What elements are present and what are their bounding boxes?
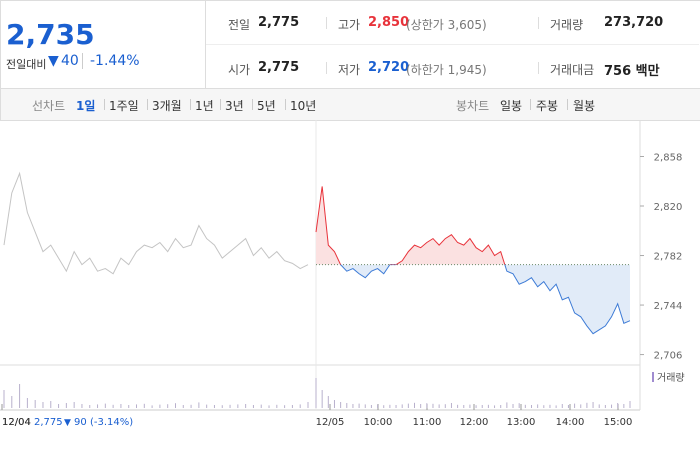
stat-note: (하한가 1,945) (406, 63, 487, 77)
divider (538, 62, 539, 74)
footer-date: 12/04 (2, 417, 31, 428)
price-area-up (316, 186, 630, 265)
divider (220, 99, 221, 110)
tab-bar (0, 88, 700, 121)
x-tick-label: 14:00 (556, 417, 585, 428)
divider (285, 99, 286, 110)
tab[interactable]: 월봉 (573, 99, 596, 113)
tab[interactable]: 1주일 (109, 99, 139, 113)
y-tick-label: 2,820 (654, 202, 683, 213)
footer-arrow: ▼ (64, 418, 71, 428)
divider (326, 62, 327, 74)
x-tick-label: 10:00 (364, 417, 393, 428)
footer-close: 2,775 (34, 417, 63, 428)
tab-label[interactable]: 봉차트 (456, 99, 490, 113)
change-pct: -1.44% (90, 53, 140, 69)
price: 2,735 (6, 18, 95, 51)
divider (147, 99, 148, 110)
change: 40 (61, 53, 79, 69)
stat-value: 2,775 (258, 15, 300, 30)
price-area-down (340, 264, 630, 334)
x-tick-label: 12/04 (2, 417, 31, 428)
change-arrow: ▼ (48, 53, 59, 69)
divider (567, 99, 568, 110)
stat-value: 2,775 (258, 60, 300, 75)
stat-note: (상한가 3,605) (406, 18, 487, 32)
price-line-up (315, 186, 506, 265)
stat-label: 고가 (338, 18, 361, 32)
tab[interactable]: 5년 (257, 99, 276, 113)
tab[interactable]: 1일 (76, 99, 96, 113)
stat-value: 2,850 (368, 15, 410, 30)
footer-change: 90 (74, 417, 87, 428)
divider (538, 17, 539, 29)
tab-label[interactable]: 선차트 (32, 99, 66, 113)
divider (190, 99, 191, 110)
stat-value: 273,720 (604, 15, 664, 30)
tab[interactable]: 주봉 (536, 99, 559, 113)
x-tick-label: 12:00 (460, 417, 489, 428)
tab[interactable]: 일봉 (500, 99, 523, 113)
divider (205, 0, 206, 88)
volume-legend-swatch (652, 372, 654, 382)
price-line (3, 171, 309, 275)
price-line-down (340, 264, 631, 335)
divider (104, 99, 105, 110)
change-label: 전일대비 (6, 58, 47, 71)
stat-value: 2,720 (368, 60, 410, 75)
divider (530, 99, 531, 110)
x-tick-label: 15:00 (604, 417, 633, 428)
stat-label: 저가 (338, 63, 361, 77)
tab[interactable]: 1년 (195, 99, 214, 113)
y-tick-label: 2,744 (654, 301, 683, 312)
tab[interactable]: 3년 (225, 99, 244, 113)
header (0, 0, 700, 89)
divider (326, 17, 327, 29)
stat-label: 거래대금 (550, 63, 595, 77)
stat-value: 756 백만 (604, 64, 660, 79)
stat-label: 전일 (228, 18, 251, 32)
stat-label: 거래량 (550, 18, 584, 32)
volume-legend: 거래량 (657, 372, 685, 384)
divider (252, 99, 253, 110)
x-tick-label: 13:00 (507, 417, 536, 428)
x-tick-label: 11:00 (413, 417, 442, 428)
divider (82, 53, 83, 69)
footer-pct: (-3.14%) (90, 417, 133, 428)
stat-label: 시가 (228, 63, 251, 77)
tab[interactable]: 10년 (290, 99, 317, 113)
x-tick-label: 12/05 (316, 417, 345, 428)
y-tick-label: 2,782 (654, 252, 683, 263)
tab[interactable]: 3개월 (152, 99, 182, 113)
y-tick-label: 2,706 (654, 351, 683, 362)
y-tick-label: 2,858 (654, 152, 683, 163)
divider (206, 44, 699, 45)
